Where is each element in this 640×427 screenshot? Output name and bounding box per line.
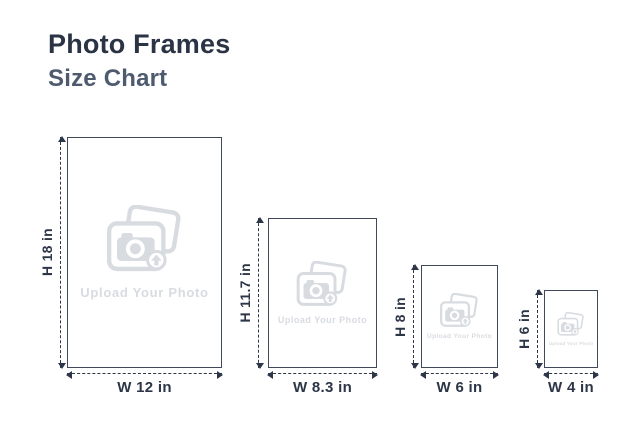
photo-frame-6x4[interactable]: Upload Your Photo	[544, 290, 598, 368]
width-dimension-label: W 6 in	[436, 379, 483, 396]
width-dimension-label: W 12 in	[117, 379, 172, 396]
height-dimension-arrow	[57, 136, 66, 369]
width-dimension-arrow	[267, 370, 378, 379]
photo-frame-11.7x8.3[interactable]: Upload Your Photo	[268, 218, 377, 368]
page-title: Photo Frames	[48, 29, 231, 59]
height-dimension-label: H 18 in	[38, 137, 56, 368]
width-dimension-arrow	[543, 370, 599, 379]
upload-placeholder-label: Upload Your Photo	[277, 314, 368, 325]
upload-placeholder-label: Upload Your Photo	[426, 333, 493, 341]
upload-placeholder-label: Upload Your Photo	[80, 284, 209, 300]
height-dimension-label: H 11.7 in	[236, 218, 254, 368]
photo-frame-18x12[interactable]: Upload Your Photo	[67, 137, 222, 368]
upload-photo-icon	[106, 205, 181, 272]
header: Photo Frames Size Chart	[48, 29, 230, 93]
page-subtitle: Size Chart	[48, 65, 168, 92]
height-dimension-arrow	[534, 289, 543, 369]
height-dimension-label: H 6 in	[515, 290, 533, 368]
height-dimension-label: H 8 in	[391, 265, 409, 368]
upload-photo-icon	[557, 312, 584, 336]
upload-photo-icon	[296, 261, 347, 306]
width-dimension-arrow	[420, 370, 499, 379]
width-dimension-arrow	[66, 370, 223, 379]
height-dimension-text: H 18 in	[39, 228, 55, 277]
width-dimension-label: W 8.3 in	[292, 379, 353, 396]
height-dimension-text: H 6 in	[516, 309, 532, 349]
upload-photo-icon	[440, 292, 478, 327]
photo-frame-8x6[interactable]: Upload Your Photo	[421, 265, 498, 368]
height-dimension-arrow	[255, 217, 264, 369]
width-dimension-label: W 4 in	[548, 379, 594, 396]
height-dimension-arrow	[410, 264, 419, 369]
upload-placeholder-label: Upload Your Photo	[548, 340, 594, 346]
height-dimension-text: H 8 in	[392, 296, 408, 337]
height-dimension-text: H 11.7 in	[237, 263, 253, 323]
